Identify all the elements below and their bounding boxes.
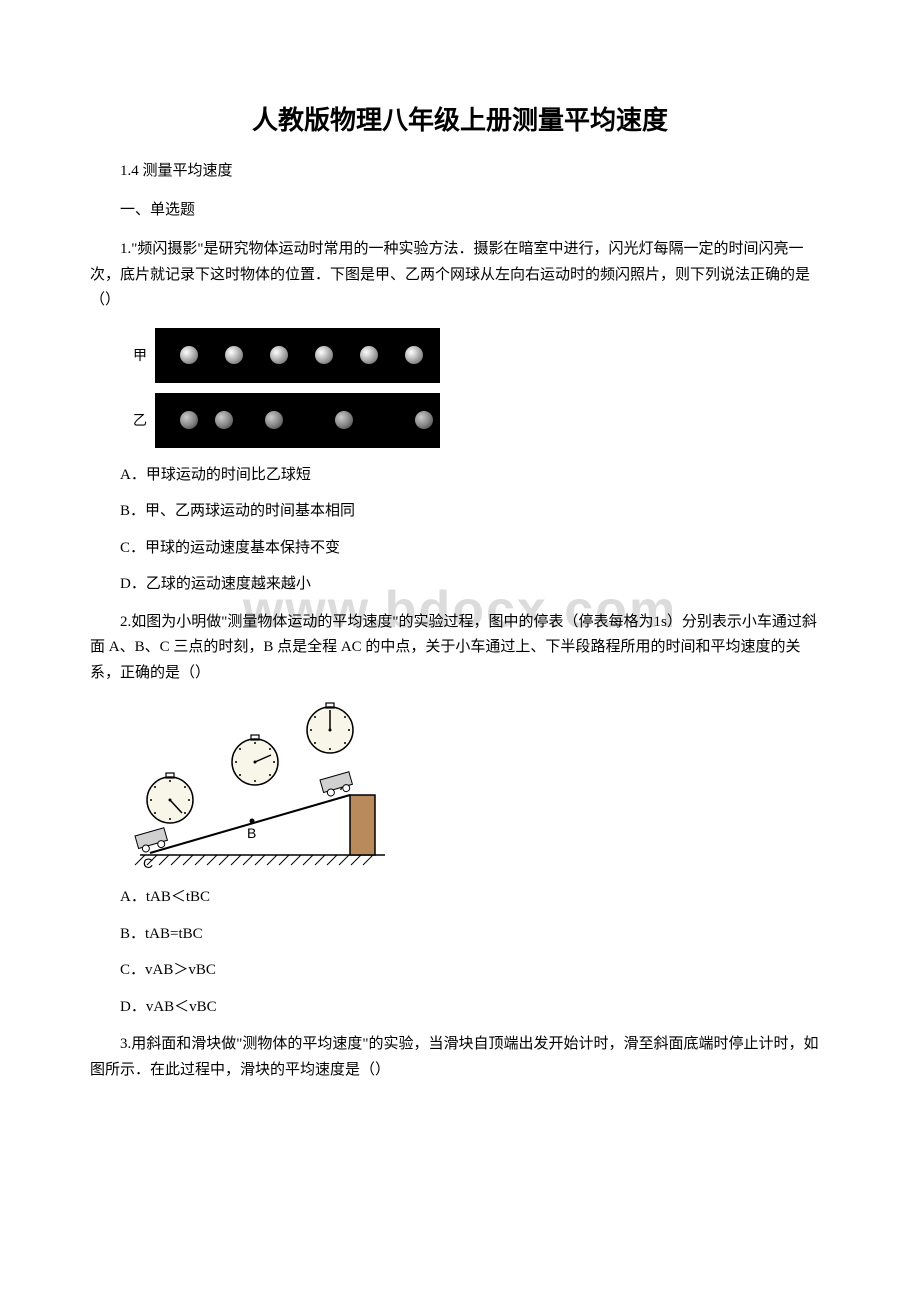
ball-icon	[180, 411, 198, 429]
question-2-text: 2.如图为小明做"测量物体运动的平均速度"的实验过程，图中的停表（停表每格为1s…	[90, 610, 830, 687]
q1-option-b: B．甲、乙两球运动的时间基本相同	[90, 500, 830, 523]
strobe-strip-yi	[155, 393, 440, 448]
figure-1-strobe: 甲 乙	[125, 328, 830, 448]
ball-icon	[180, 346, 198, 364]
clock-a-icon	[307, 703, 353, 753]
ball-icon	[225, 346, 243, 364]
ball-icon	[270, 346, 288, 364]
ball-icon	[265, 411, 283, 429]
figure-2-ramp: B A C	[125, 700, 830, 870]
strobe-strip-jia	[155, 328, 440, 383]
q2-option-d: D．vAB＜vBC	[90, 996, 830, 1019]
ball-icon	[215, 411, 233, 429]
q1-option-d: D．乙球的运动速度越来越小	[90, 573, 830, 596]
content-layer: 人教版物理八年级上册测量平均速度 1.4 测量平均速度 一、单选题 1."频闪摄…	[90, 100, 830, 1083]
ball-icon	[405, 346, 423, 364]
clock-c-icon	[147, 773, 193, 823]
strobe-label-yi: 乙	[125, 410, 155, 430]
strobe-gap	[125, 383, 445, 393]
strobe-row-jia: 甲	[125, 328, 445, 383]
page-title: 人教版物理八年级上册测量平均速度	[90, 100, 830, 137]
q1-option-a: A．甲球运动的时间比乙球短	[90, 464, 830, 487]
ball-icon	[315, 346, 333, 364]
strobe-photo-container: 甲 乙	[125, 328, 445, 448]
q2-option-c: C．vAB＞vBC	[90, 959, 830, 982]
clock-b-icon	[232, 735, 278, 785]
q1-option-c: C．甲球的运动速度基本保持不变	[90, 537, 830, 560]
ball-icon	[335, 411, 353, 429]
section-number: 1.4 测量平均速度	[90, 159, 830, 180]
ramp-label-b: B	[247, 825, 256, 841]
strobe-row-yi: 乙	[125, 393, 445, 448]
ramp-label-c: C	[143, 855, 153, 870]
q2-option-b: B．tAB=tBC	[90, 923, 830, 946]
q2-option-a: A．tAB＜tBC	[90, 886, 830, 909]
ramp-svg: B A C	[125, 700, 405, 870]
strobe-label-jia: 甲	[125, 345, 155, 365]
ball-icon	[415, 411, 433, 429]
ball-icon	[360, 346, 378, 364]
section-type: 一、单选题	[90, 198, 830, 219]
question-1-text: 1."频闪摄影"是研究物体运动时常用的一种实验方法．摄影在暗室中进行，闪光灯每隔…	[90, 237, 830, 314]
question-3-text: 3.用斜面和滑块做"测物体的平均速度"的实验，当滑块自顶端出发开始计时，滑至斜面…	[90, 1032, 830, 1083]
